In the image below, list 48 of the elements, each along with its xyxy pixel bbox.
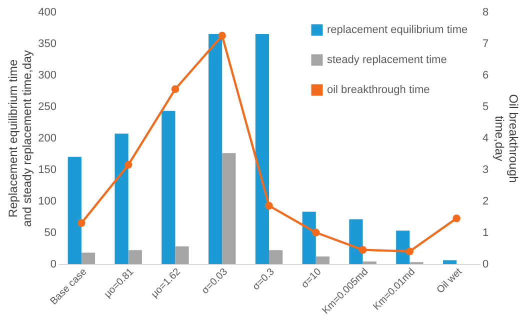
- bar: [222, 153, 236, 264]
- y2-tick-label: 2: [482, 196, 489, 208]
- y2-tick-label: 4: [482, 132, 489, 144]
- bar: [162, 110, 176, 264]
- bar: [81, 252, 96, 264]
- point: [124, 160, 132, 169]
- bar: [316, 256, 330, 264]
- y2-axis-title: Oil breakthrough time,day: [492, 94, 521, 183]
- bar: [68, 156, 82, 264]
- point: [218, 32, 226, 40]
- y-tick-label: 0: [50, 258, 56, 270]
- y-tick-label: 350: [38, 38, 56, 50]
- y-tick-label: 200: [38, 132, 56, 144]
- bar: [175, 246, 189, 264]
- y2-tick-label: 0: [482, 258, 489, 270]
- bar: [302, 212, 316, 264]
- legend-label: replacement equilibrium time: [327, 24, 468, 36]
- y-tick-label: 150: [38, 164, 56, 176]
- bar: [442, 260, 457, 264]
- y-tick-label: 400: [38, 6, 56, 18]
- point: [452, 214, 460, 222]
- bar: [255, 34, 269, 264]
- y-tick-label: 50: [44, 227, 56, 239]
- y2-tick-label: 1: [482, 227, 489, 239]
- y-tick-label: 300: [38, 70, 56, 82]
- point: [406, 248, 414, 256]
- x-tick-label: Oil wet: [434, 266, 464, 296]
- bar: [362, 261, 376, 264]
- bar: [114, 134, 128, 264]
- y2-tick-label: 3: [482, 164, 489, 176]
- point: [171, 85, 180, 94]
- bar: [349, 219, 363, 264]
- bar: [208, 34, 222, 264]
- legend-label: steady replacement time: [327, 54, 447, 66]
- bar: [269, 250, 283, 264]
- y2-tick-label: 8: [482, 6, 489, 18]
- bar: [128, 250, 142, 264]
- y-axis-title: Replacement equilibrium time and steady replacement time,day: [6, 50, 34, 227]
- y-tick-label: 250: [38, 101, 56, 113]
- y2-tick-label: 7: [482, 38, 489, 50]
- y-tick-label: 100: [38, 196, 56, 208]
- y2-tick-label: 5: [482, 101, 489, 113]
- point: [358, 246, 367, 254]
- legend-label: oil breakthrough time: [327, 84, 430, 96]
- point: [78, 219, 86, 227]
- y2-tick-label: 6: [482, 70, 489, 82]
- point: [265, 202, 273, 210]
- point: [312, 228, 320, 236]
